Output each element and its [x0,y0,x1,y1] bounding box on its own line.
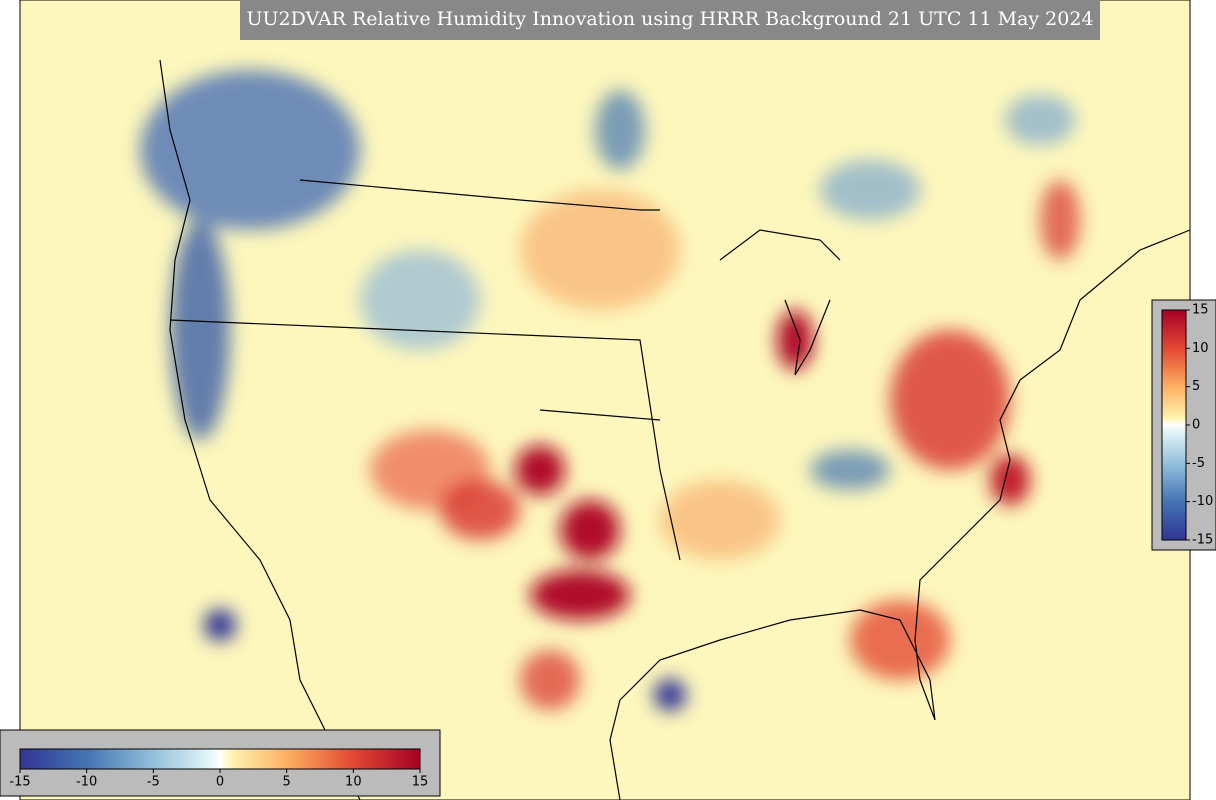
tick-label: -15 [1192,533,1213,548]
tick-label: 5 [1192,379,1200,394]
colorbar-h [19,748,421,770]
tick-label: 15 [1192,303,1209,318]
innovation-field [140,70,1080,711]
tick-label: -5 [1192,456,1205,471]
colorbar-v [1161,309,1187,541]
coastlines [159,59,1191,800]
tick-label: 0 [216,775,224,790]
tick-label: 15 [412,775,429,790]
tick-label: 0 [1192,418,1200,433]
title-box [240,0,1100,40]
tick-label: 10 [1192,341,1209,356]
tick-label: -10 [1192,494,1213,509]
tick-label: 5 [283,775,291,790]
tick-label: -5 [147,775,160,790]
tick-label: -15 [9,775,30,790]
title: UU2DVAR Relative Humidity Innovation usi… [246,8,1093,30]
tick-label: -10 [76,775,97,790]
tick-label: 10 [345,775,362,790]
